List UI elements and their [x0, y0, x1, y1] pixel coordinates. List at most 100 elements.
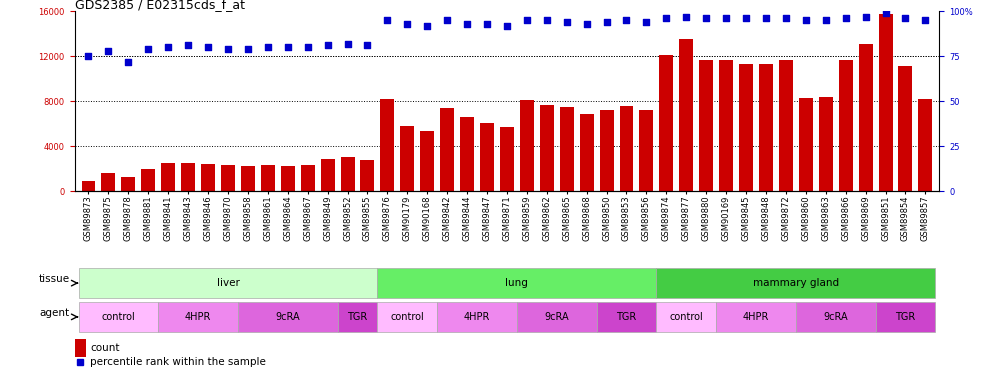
- Bar: [580, 114, 593, 191]
- Bar: [918, 99, 932, 191]
- Point: [559, 19, 575, 25]
- Bar: [679, 39, 693, 191]
- Point: [320, 42, 336, 48]
- Bar: [656, 268, 935, 298]
- Point: [81, 53, 96, 59]
- Point: [160, 44, 176, 50]
- Bar: [437, 302, 517, 332]
- Point: [678, 13, 694, 20]
- Point: [638, 19, 654, 25]
- Bar: [517, 302, 596, 332]
- Bar: [401, 126, 414, 191]
- Bar: [480, 123, 494, 191]
- Point: [917, 17, 933, 23]
- Bar: [238, 302, 338, 332]
- Bar: [280, 166, 295, 191]
- Point: [739, 15, 754, 21]
- Point: [180, 42, 196, 48]
- Bar: [540, 105, 554, 191]
- Point: [818, 17, 834, 23]
- Text: liver: liver: [217, 278, 240, 288]
- Bar: [520, 100, 534, 191]
- Text: tissue: tissue: [39, 274, 70, 284]
- Bar: [82, 181, 95, 191]
- Point: [380, 17, 396, 23]
- Bar: [796, 302, 876, 332]
- Bar: [740, 64, 753, 191]
- Bar: [719, 60, 734, 191]
- Bar: [596, 302, 656, 332]
- Bar: [241, 166, 254, 191]
- Bar: [839, 60, 853, 191]
- Bar: [859, 44, 873, 191]
- Bar: [158, 302, 238, 332]
- Point: [519, 17, 535, 23]
- Text: 9cRA: 9cRA: [545, 312, 570, 322]
- Bar: [341, 158, 355, 191]
- Point: [618, 17, 634, 23]
- Bar: [321, 159, 335, 191]
- Bar: [101, 173, 115, 191]
- Point: [459, 21, 475, 27]
- Point: [439, 17, 455, 23]
- Bar: [659, 55, 673, 191]
- Point: [878, 10, 894, 16]
- Text: lung: lung: [506, 278, 529, 288]
- Text: GDS2385 / E02315cds_f_at: GDS2385 / E02315cds_f_at: [75, 0, 245, 11]
- Bar: [381, 99, 395, 191]
- Text: percentile rank within the sample: percentile rank within the sample: [90, 357, 266, 368]
- Point: [419, 22, 435, 28]
- Point: [240, 46, 255, 52]
- Point: [279, 44, 295, 50]
- Point: [898, 15, 913, 21]
- Text: control: control: [391, 312, 424, 322]
- Point: [798, 17, 814, 23]
- Bar: [79, 268, 378, 298]
- Bar: [440, 108, 454, 191]
- Point: [858, 13, 874, 20]
- Point: [100, 48, 116, 54]
- Bar: [819, 97, 833, 191]
- Text: control: control: [669, 312, 703, 322]
- Bar: [181, 163, 195, 191]
- Point: [758, 15, 774, 21]
- Point: [300, 44, 316, 50]
- Bar: [779, 60, 793, 191]
- Bar: [759, 64, 773, 191]
- Bar: [79, 302, 158, 332]
- Text: 4HPR: 4HPR: [185, 312, 212, 322]
- Text: agent: agent: [40, 308, 70, 318]
- Point: [140, 46, 156, 52]
- Point: [698, 15, 714, 21]
- Text: control: control: [101, 312, 135, 322]
- Bar: [221, 165, 235, 191]
- Bar: [361, 160, 375, 191]
- Bar: [899, 66, 912, 191]
- Point: [220, 46, 236, 52]
- Bar: [378, 302, 437, 332]
- Bar: [599, 110, 613, 191]
- Bar: [876, 302, 935, 332]
- Point: [200, 44, 216, 50]
- Bar: [121, 177, 135, 191]
- Point: [579, 21, 594, 27]
- Text: TGR: TGR: [347, 312, 368, 322]
- Point: [259, 44, 275, 50]
- Point: [340, 40, 356, 46]
- Text: 9cRA: 9cRA: [823, 312, 848, 322]
- Bar: [699, 60, 713, 191]
- Bar: [656, 302, 716, 332]
- Text: 9cRA: 9cRA: [275, 312, 300, 322]
- Bar: [500, 127, 514, 191]
- Point: [778, 15, 794, 21]
- Bar: [420, 130, 434, 191]
- Point: [598, 19, 614, 25]
- Bar: [75, 339, 86, 357]
- Bar: [201, 164, 215, 191]
- Point: [120, 58, 136, 64]
- Text: TGR: TGR: [896, 312, 915, 322]
- Bar: [260, 165, 274, 191]
- Bar: [716, 302, 796, 332]
- Text: 4HPR: 4HPR: [464, 312, 490, 322]
- Bar: [639, 110, 653, 191]
